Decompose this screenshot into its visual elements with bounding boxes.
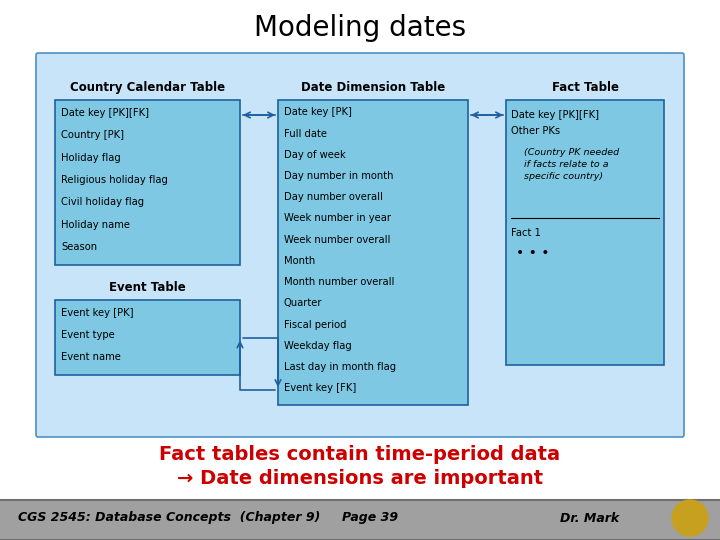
Text: Quarter: Quarter	[284, 298, 323, 308]
Text: Holiday flag: Holiday flag	[61, 153, 121, 163]
FancyBboxPatch shape	[55, 100, 240, 265]
Text: Date key [PK]: Date key [PK]	[284, 107, 352, 117]
Text: Other PKs: Other PKs	[511, 126, 560, 136]
Text: Week number overall: Week number overall	[284, 235, 390, 245]
Text: Day of week: Day of week	[284, 150, 346, 160]
Text: Month: Month	[284, 256, 315, 266]
FancyBboxPatch shape	[36, 53, 684, 437]
Text: • • •: • • •	[516, 246, 549, 260]
Text: Event name: Event name	[61, 353, 121, 362]
Text: Page 39: Page 39	[342, 511, 398, 524]
Text: Weekday flag: Weekday flag	[284, 341, 352, 350]
Text: Fact 1: Fact 1	[511, 228, 541, 238]
Text: Day number in month: Day number in month	[284, 171, 394, 181]
Text: Event Table: Event Table	[109, 281, 186, 294]
Text: → Date dimensions are important: → Date dimensions are important	[177, 469, 543, 488]
FancyBboxPatch shape	[506, 100, 664, 365]
Text: Modeling dates: Modeling dates	[254, 14, 466, 42]
Text: Fact tables contain time-period data: Fact tables contain time-period data	[159, 446, 561, 464]
Text: Country [PK]: Country [PK]	[61, 130, 124, 140]
Text: (Country PK needed
if facts relate to a
specific country): (Country PK needed if facts relate to a …	[524, 148, 619, 180]
Circle shape	[672, 500, 708, 536]
Text: Holiday name: Holiday name	[61, 220, 130, 230]
Bar	[0, 500, 720, 540]
Text: Month number overall: Month number overall	[284, 277, 395, 287]
Text: Week number in year: Week number in year	[284, 213, 391, 224]
Text: Event type: Event type	[61, 330, 114, 340]
Text: Event key [PK]: Event key [PK]	[61, 308, 133, 318]
Text: Country Calendar Table: Country Calendar Table	[70, 81, 225, 94]
Text: Date Dimension Table: Date Dimension Table	[301, 81, 445, 94]
Text: Date key [PK][FK]: Date key [PK][FK]	[61, 107, 149, 118]
Text: Last day in month flag: Last day in month flag	[284, 362, 396, 372]
Text: Date key [PK][FK]: Date key [PK][FK]	[511, 110, 599, 120]
Text: Full date: Full date	[284, 129, 327, 139]
Text: CGS 2545: Database Concepts  (Chapter 9): CGS 2545: Database Concepts (Chapter 9)	[18, 511, 320, 524]
Text: Dr. Mark: Dr. Mark	[560, 511, 619, 524]
FancyBboxPatch shape	[55, 300, 240, 375]
Text: Religious holiday flag: Religious holiday flag	[61, 175, 168, 185]
Text: Season: Season	[61, 242, 97, 252]
FancyBboxPatch shape	[278, 100, 468, 405]
Text: Event key [FK]: Event key [FK]	[284, 383, 356, 393]
Text: Fact Table: Fact Table	[552, 81, 618, 94]
Text: Day number overall: Day number overall	[284, 192, 383, 202]
Text: Fiscal period: Fiscal period	[284, 320, 346, 329]
Text: Civil holiday flag: Civil holiday flag	[61, 198, 144, 207]
